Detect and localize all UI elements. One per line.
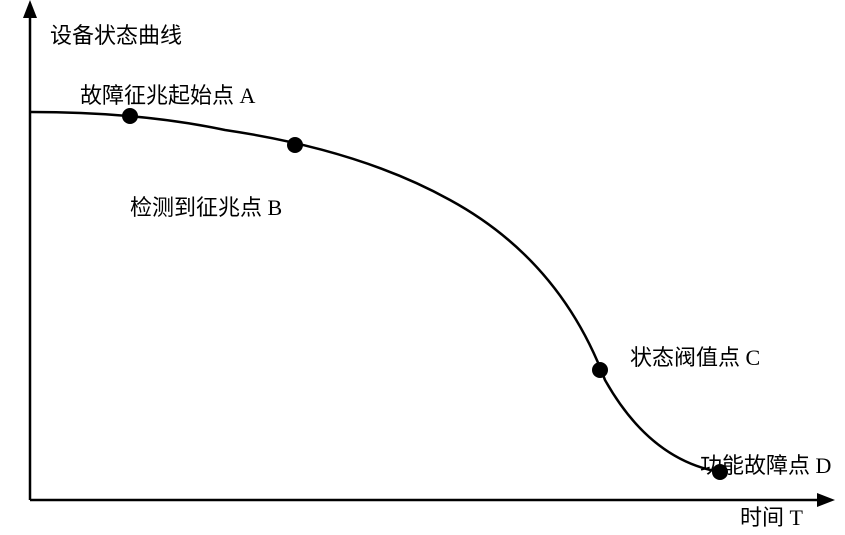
y-axis-title: 设备状态曲线	[50, 18, 182, 50]
status-curve	[31, 112, 720, 472]
y-axis-arrow	[23, 0, 37, 18]
point-a	[122, 108, 138, 124]
label-point-a: 故障征兆起始点 A	[80, 78, 255, 110]
x-axis-arrow	[817, 493, 835, 507]
label-point-d: 功能故障点 D	[700, 448, 831, 480]
point-b	[287, 137, 303, 153]
x-axis-title: 时间 T	[740, 500, 803, 532]
label-point-c: 状态阀值点 C	[630, 340, 760, 372]
equipment-status-curve-chart: 设备状态曲线 时间 T 故障征兆起始点 A 检测到征兆点 B 状态阀值点 C 功…	[0, 0, 845, 530]
point-c	[592, 362, 608, 378]
label-point-b: 检测到征兆点 B	[130, 190, 282, 222]
